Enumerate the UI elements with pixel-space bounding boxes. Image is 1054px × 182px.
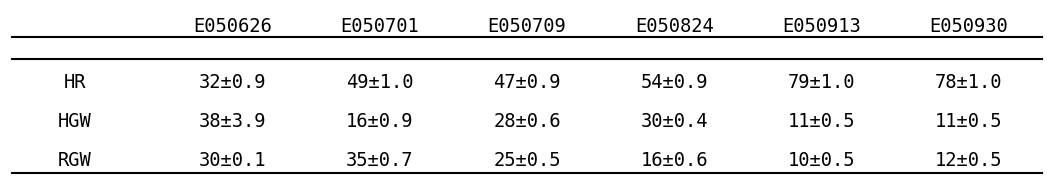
Text: 30±0.1: 30±0.1 [199, 151, 267, 170]
Text: 16±0.9: 16±0.9 [346, 112, 413, 131]
Text: 78±1.0: 78±1.0 [935, 73, 1002, 92]
Text: 16±0.6: 16±0.6 [641, 151, 708, 170]
Text: E050701: E050701 [340, 17, 419, 36]
Text: 79±1.0: 79±1.0 [787, 73, 855, 92]
Text: 35±0.7: 35±0.7 [346, 151, 413, 170]
Text: 12±0.5: 12±0.5 [935, 151, 1002, 170]
Text: HGW: HGW [58, 112, 92, 131]
Text: E050913: E050913 [782, 17, 861, 36]
Text: 38±3.9: 38±3.9 [199, 112, 267, 131]
Text: E050930: E050930 [930, 17, 1008, 36]
Text: E050824: E050824 [635, 17, 714, 36]
Text: 10±0.5: 10±0.5 [787, 151, 855, 170]
Text: 32±0.9: 32±0.9 [199, 73, 267, 92]
Text: E050709: E050709 [488, 17, 566, 36]
Text: 54±0.9: 54±0.9 [641, 73, 708, 92]
Text: 49±1.0: 49±1.0 [346, 73, 413, 92]
Text: RGW: RGW [58, 151, 92, 170]
Text: HR: HR [63, 73, 86, 92]
Text: 11±0.5: 11±0.5 [787, 112, 855, 131]
Text: 30±0.4: 30±0.4 [641, 112, 708, 131]
Text: 25±0.5: 25±0.5 [493, 151, 561, 170]
Text: 28±0.6: 28±0.6 [493, 112, 561, 131]
Text: 47±0.9: 47±0.9 [493, 73, 561, 92]
Text: E050626: E050626 [193, 17, 272, 36]
Text: 11±0.5: 11±0.5 [935, 112, 1002, 131]
